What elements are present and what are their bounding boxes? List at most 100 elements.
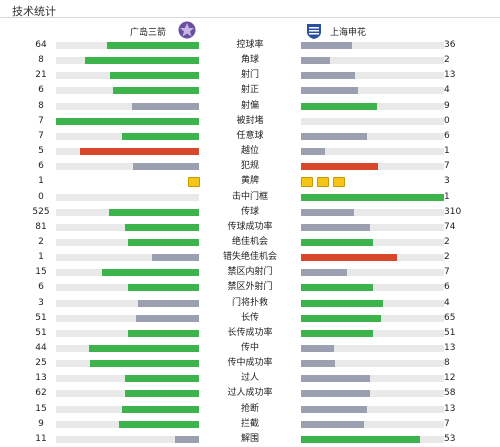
away-team-name: 上海申花 [330, 28, 367, 38]
away-stat-value: 4 [444, 297, 450, 308]
stat-row: 64 控球率 36 [0, 38, 500, 53]
home-stat-bar-fill [110, 72, 199, 80]
stat-row: 6 禁区外射门 6 [0, 280, 500, 295]
away-stat-bar [301, 117, 444, 125]
stat-row: 3 门将扑救 4 [0, 296, 500, 311]
stat-row: 11 解围 53 [0, 432, 500, 447]
stat-label: 犯规 [240, 161, 259, 172]
home-stat-bar [56, 345, 199, 352]
home-stat-bar-fill [124, 223, 199, 231]
home-stat-bar [56, 390, 199, 398]
stat-row: 51 长传成功率 51 [0, 326, 500, 341]
away-stat-value: 74 [444, 221, 456, 232]
home-stat-value: 51 [35, 327, 47, 338]
away-stat-bar [301, 314, 444, 322]
away-stat-bar-fill [301, 208, 354, 216]
home-stat-value: 64 [35, 40, 47, 50]
home-stat-value: 62 [35, 388, 47, 399]
home-stat-value: 1 [38, 176, 44, 187]
away-stat-value: 7 [444, 418, 450, 429]
away-stat-value: 8 [444, 358, 450, 369]
home-stat-bar [56, 117, 199, 125]
away-stat-bar-fill [301, 42, 353, 49]
home-stat-bar-fill [151, 254, 199, 262]
away-stat-bar [301, 223, 444, 231]
stat-row: 81 传球成功率 74 [0, 220, 500, 235]
away-stat-value: 13 [444, 70, 456, 81]
home-stat-bar [56, 314, 199, 322]
home-stat-bar-fill [118, 420, 199, 428]
away-stat-bar [301, 72, 444, 80]
away-stat-bar-fill [301, 87, 359, 95]
away-stat-value: 310 [444, 206, 462, 217]
home-stat-bar-fill [80, 148, 199, 156]
stat-label: 过人成功率 [227, 388, 273, 399]
home-stat-value: 81 [35, 221, 47, 232]
yellow-card-icon [333, 177, 345, 188]
home-stat-bar-fill [101, 269, 199, 277]
away-stat-value: 9 [444, 100, 450, 111]
home-stat-value: 0 [38, 191, 44, 202]
away-stat-bar [301, 375, 444, 383]
away-stat-bar [301, 132, 444, 140]
away-stat-value: 51 [444, 327, 456, 338]
away-stat-value: 1 [444, 191, 450, 202]
stat-label: 黄牌 [240, 176, 259, 187]
home-stat-bar-fill [131, 102, 199, 110]
home-yellow-cards [186, 177, 200, 188]
away-stat-bar-fill [301, 57, 330, 65]
stat-label: 射偏 [240, 100, 259, 111]
stat-row: 15 抢断 13 [0, 402, 500, 417]
away-stat-bar-fill [301, 314, 382, 322]
home-stat-bar-fill [84, 57, 199, 65]
away-stat-bar-fill [301, 193, 444, 201]
away-stat-value: 36 [444, 40, 456, 50]
stat-row: 7 任意球 6 [0, 129, 500, 144]
home-stat-bar-fill [113, 87, 199, 95]
home-stat-bar-fill [136, 314, 199, 322]
home-stat-value: 2 [38, 236, 44, 247]
stat-label: 射正 [240, 85, 259, 96]
away-stat-bar [301, 345, 444, 352]
away-stat-bar [301, 254, 444, 262]
away-stat-bar-fill [301, 254, 397, 262]
stat-label: 角球 [240, 55, 259, 66]
stat-label: 击中门框 [231, 191, 268, 202]
home-stat-bar-fill [88, 345, 199, 352]
stat-label: 错失绝佳机会 [222, 252, 277, 263]
stat-label: 被封堵 [236, 115, 264, 126]
home-stat-value: 1 [38, 252, 44, 263]
stat-row: 2 绝佳机会 2 [0, 235, 500, 250]
home-stat-bar [56, 435, 199, 443]
home-stat-bar [56, 420, 199, 428]
away-stat-bar [301, 269, 444, 277]
stat-row: 15 禁区内射门 7 [0, 265, 500, 280]
away-stat-bar [301, 299, 444, 307]
away-stat-bar-fill [301, 420, 364, 428]
stat-label: 禁区外射门 [227, 282, 273, 293]
stat-row: 525 传球 310 [0, 205, 500, 220]
away-stat-bar-fill [301, 299, 383, 307]
away-stat-value: 1 [444, 146, 450, 157]
home-stat-value: 6 [38, 85, 44, 96]
home-team-logo-icon [178, 21, 196, 39]
stat-label: 抢断 [240, 403, 259, 414]
stat-label: 传球 [240, 206, 259, 217]
stat-label: 越位 [240, 146, 259, 157]
home-stat-bar [56, 360, 199, 368]
away-stat-value: 2 [444, 236, 450, 247]
home-stat-bar-fill [90, 360, 199, 368]
away-stat-bar-fill [301, 329, 373, 337]
away-stat-bar-fill [301, 102, 377, 110]
away-stat-value: 4 [444, 85, 450, 96]
stat-row: 1 黄牌 3 [0, 174, 500, 189]
home-stat-bar-fill [124, 375, 199, 383]
home-stat-value: 44 [35, 343, 47, 353]
home-stat-bar [56, 148, 199, 156]
away-stat-bar-fill [301, 72, 356, 80]
stat-row: 21 射门 13 [0, 68, 500, 83]
away-stat-value: 6 [444, 282, 450, 293]
away-stat-value: 65 [444, 312, 456, 323]
stat-label: 长传成功率 [227, 327, 273, 338]
home-team-name: 广岛三箭 [130, 28, 167, 38]
